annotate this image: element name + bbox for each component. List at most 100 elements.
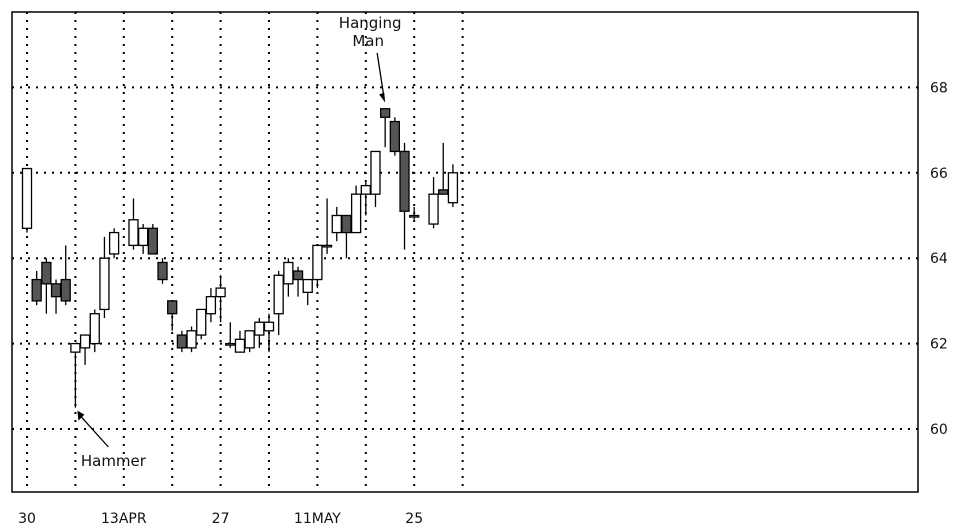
candle-body-down [438,189,449,195]
candle [31,271,42,306]
candle-body-up [128,219,139,247]
candle-body-up [186,330,197,349]
candle-body-up [447,172,459,204]
candle-body-down [50,283,62,298]
candle-body-up [205,295,217,315]
candle [447,164,459,207]
candle [380,108,391,148]
candle-body-up [263,321,275,332]
x-tick-label: 27 [212,511,230,527]
candle [70,342,81,408]
x-tick-label: 25 [405,511,423,527]
candle-body-down [399,150,410,212]
candle [370,150,381,207]
candle-body-up [254,321,265,336]
candle [157,258,168,284]
candle [89,309,100,353]
candle-body-up [225,342,236,346]
y-tick-label: 62 [930,337,948,353]
candle [331,206,342,242]
candle-body-up [234,338,246,353]
candle [99,236,110,318]
hanging-man-pointer [376,52,385,99]
candle-body-up [138,227,149,247]
candle [360,181,371,216]
y-tick-label: 60 [930,422,948,438]
candle-body-up [21,167,33,229]
x-tick-label: 30 [18,511,36,527]
candle-body-up [196,308,207,336]
candle-body-down [380,108,391,118]
candle-body-up [428,193,439,225]
hanging-man-label: Hanging [339,14,402,32]
candle [225,322,236,348]
candle [312,244,323,289]
candle-body-up [321,244,333,248]
candle [128,198,139,250]
candle [234,330,246,353]
candle [321,198,333,254]
candle [167,300,178,331]
candle [79,334,91,365]
candle [292,266,304,297]
candle-body-up [312,244,323,281]
candle-body-down [31,278,42,302]
hammer-pointer [77,413,109,448]
candle [244,330,255,353]
candle-body-down [157,261,168,281]
candle-body-up [302,278,313,294]
candle [215,275,226,323]
candle [186,326,197,353]
candle-body-up [331,214,342,234]
candle-body-up [273,274,284,315]
candle-body-up [108,231,120,255]
candle [409,206,420,220]
y-tick-label: 66 [930,166,948,182]
candle [263,313,275,353]
candle-body-up [283,261,294,285]
hammer-label: Hammer [81,452,147,470]
candle [50,279,62,314]
x-tick-label: 13APR [101,511,147,527]
y-tick-label: 64 [930,251,948,267]
candle [302,278,313,306]
candle-body-up [409,214,420,218]
candles [21,108,459,408]
candle [196,308,207,340]
candle-body-up [370,150,381,195]
x-tick-label: 11MAY [294,511,341,527]
candle-body-up [360,184,371,195]
candle [399,142,410,250]
candle-body-down [341,214,352,234]
plot-frame [11,11,919,493]
candle-body-up [70,342,81,353]
candle [341,214,352,259]
candle-body-up [215,287,226,298]
candle-body-down [167,300,178,315]
grid [12,12,918,492]
candle-body-up [79,334,91,349]
candle-body-down [389,120,400,153]
candle-body-down [147,227,158,255]
candle-body-down [176,334,188,349]
candle-body-down [41,261,52,285]
y-tick-label: 68 [930,80,948,96]
candle [283,258,294,297]
x-tick-labels: 30 13APR 27 11MAY 25 [18,511,423,527]
candle [60,245,71,306]
candle [41,258,52,314]
candle-body-up [99,257,110,311]
candle [108,228,120,259]
candle [138,224,149,254]
candle [176,330,188,353]
candle [438,142,449,195]
candle-body-down [60,278,71,302]
candle [254,317,265,348]
candle-body-up [89,313,100,345]
candle [205,288,217,323]
candle [273,271,284,336]
candle-body-down [292,270,304,281]
candle [389,117,400,156]
